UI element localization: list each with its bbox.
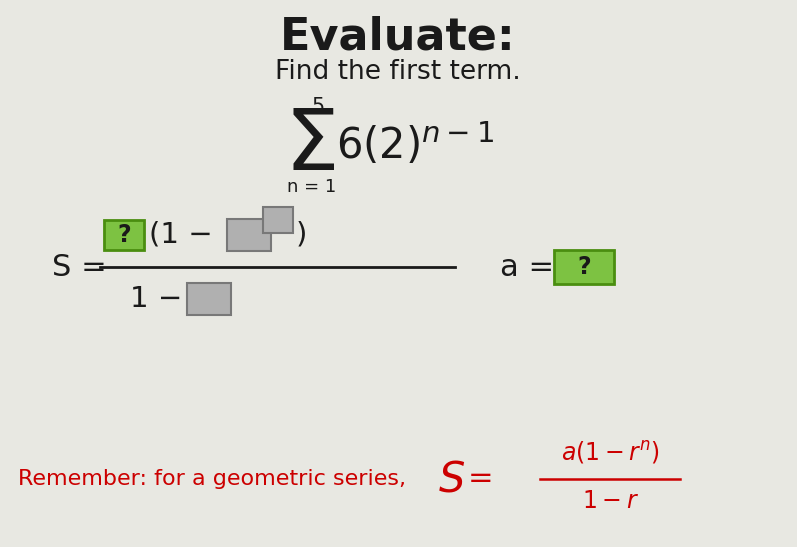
Text: Remember: for a geometric series,: Remember: for a geometric series, — [18, 469, 406, 489]
Text: 5: 5 — [312, 97, 324, 117]
Text: Find the first term.: Find the first term. — [275, 59, 521, 85]
Text: ?: ? — [117, 223, 131, 247]
Text: Evaluate:: Evaluate: — [280, 15, 516, 59]
FancyBboxPatch shape — [187, 283, 231, 315]
FancyBboxPatch shape — [104, 220, 144, 250]
Text: $a(1-r^{n})$: $a(1-r^{n})$ — [560, 439, 659, 467]
Text: $1-r$: $1-r$ — [582, 489, 638, 513]
Text: $6(2)^{n-1}$: $6(2)^{n-1}$ — [336, 121, 494, 168]
Text: $\Sigma$: $\Sigma$ — [285, 106, 336, 189]
Text: n = 1: n = 1 — [288, 178, 336, 196]
FancyBboxPatch shape — [227, 219, 271, 251]
Text: ?: ? — [577, 255, 591, 279]
Text: ): ) — [296, 221, 308, 249]
Text: a =: a = — [500, 253, 554, 282]
Text: =: = — [468, 464, 493, 493]
Text: S =: S = — [52, 253, 107, 282]
Text: (1 −: (1 − — [149, 221, 213, 249]
Text: $S$: $S$ — [438, 458, 465, 500]
Text: 1 −: 1 − — [130, 285, 183, 313]
FancyBboxPatch shape — [554, 250, 614, 284]
FancyBboxPatch shape — [263, 207, 293, 233]
